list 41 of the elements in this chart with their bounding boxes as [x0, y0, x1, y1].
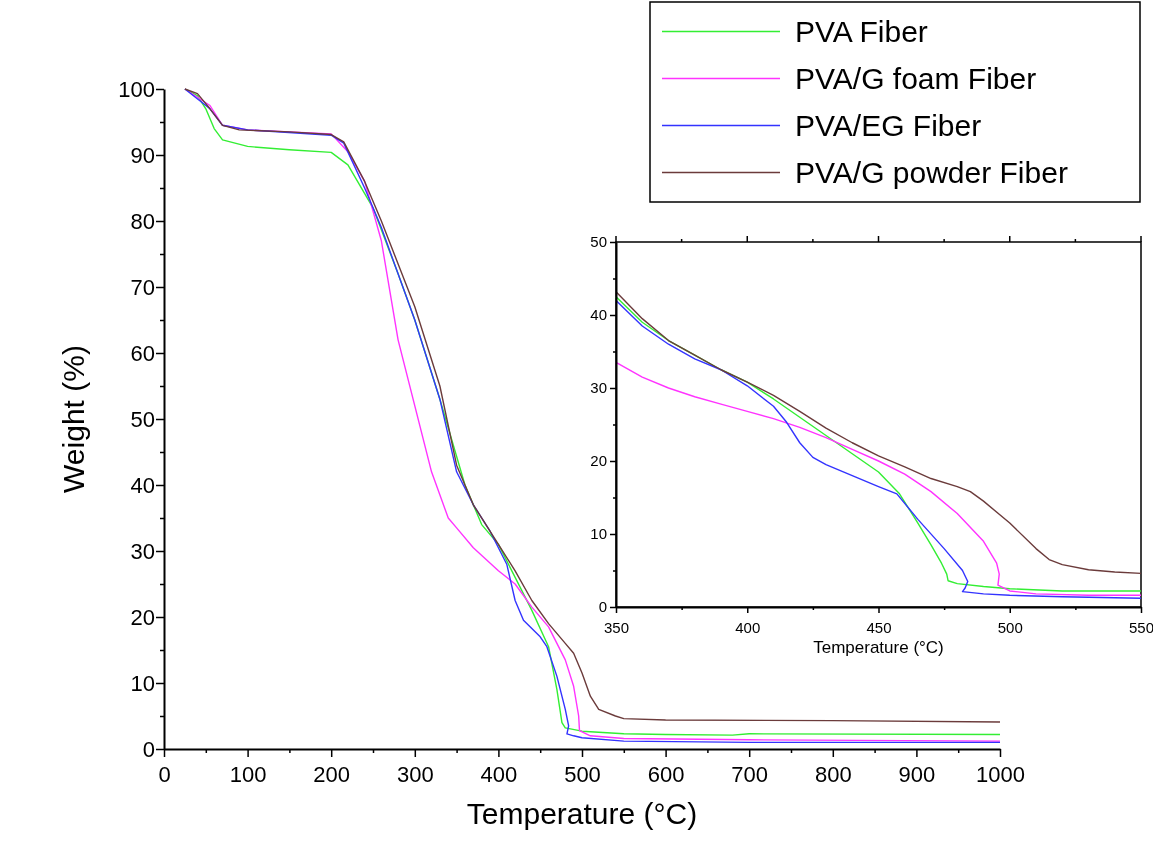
y-tick-label: 50 — [590, 233, 607, 251]
y-tick-label: 40 — [130, 472, 155, 498]
y-tick-label: 10 — [590, 525, 607, 543]
y-tick-label: 0 — [142, 736, 155, 762]
y-tick-label: 0 — [598, 598, 607, 616]
x-tick-label: 200 — [313, 762, 351, 788]
x-tick-label: 300 — [396, 762, 434, 788]
x-tick-label: 800 — [814, 762, 852, 788]
x-tick-label: 450 — [866, 618, 892, 636]
x-tick-label: 400 — [735, 618, 761, 636]
y-tick-label: 30 — [130, 538, 155, 564]
y-tick-label: 10 — [130, 670, 155, 696]
y-tick-label: 30 — [590, 379, 607, 397]
x-tick-label: 400 — [480, 762, 518, 788]
y-tick-label: 40 — [590, 306, 607, 324]
y-tick-label: 90 — [130, 142, 155, 168]
x-tick-label: 900 — [898, 762, 936, 788]
legend-label: PVA/G powder Fiber — [795, 156, 1068, 189]
x-axis-title: Temperature (°C) — [466, 797, 698, 830]
legend-label: PVA Fiber — [795, 15, 928, 48]
y-tick-label: 70 — [130, 274, 155, 300]
y-tick-label: 80 — [130, 208, 155, 234]
x-tick-label: 0 — [158, 762, 171, 788]
x-tick-label: 700 — [731, 762, 769, 788]
y-axis-title: Weight (%) — [57, 345, 91, 493]
x-axis-title: Temperature (°C) — [813, 638, 944, 658]
legend-label: PVA/EG Fiber — [795, 109, 982, 142]
x-tick-label: 550 — [1128, 618, 1153, 636]
y-tick-label: 100 — [118, 76, 155, 102]
y-tick-label: 20 — [130, 604, 155, 630]
x-tick-label: 350 — [603, 618, 630, 636]
x-tick-label: 600 — [647, 762, 685, 788]
y-tick-label: 20 — [590, 452, 607, 470]
legend-label: PVA/G foam Fiber — [795, 62, 1037, 95]
y-tick-label: 50 — [130, 406, 155, 432]
x-tick-label: 100 — [229, 762, 267, 788]
line-series — [615, 361, 1142, 597]
y-tick-label: 60 — [130, 340, 155, 366]
x-tick-label: 1000 — [976, 762, 1025, 788]
x-tick-label: 500 — [997, 618, 1023, 636]
x-tick-label: 500 — [564, 762, 601, 788]
